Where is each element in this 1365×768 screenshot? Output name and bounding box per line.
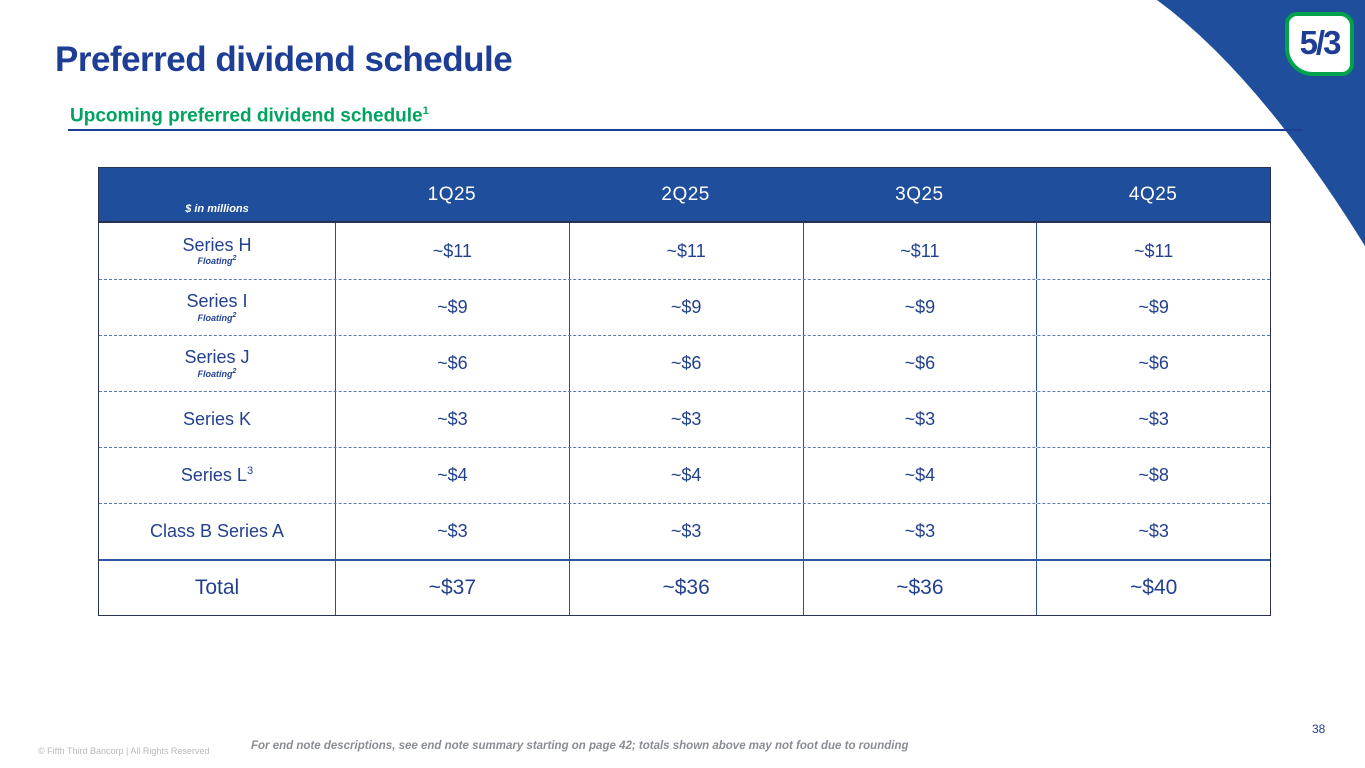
row-label: Series J <box>184 347 250 368</box>
cell-value: ~$9 <box>1036 280 1270 335</box>
cell-value: ~$3 <box>335 504 569 559</box>
row-label: Series I <box>186 291 248 312</box>
row-label-cell: Series J Floating2 <box>184 347 250 379</box>
row-label-cell: Class B Series A <box>99 504 335 559</box>
cell-value: ~$3 <box>802 392 1037 447</box>
cell-value: ~$3 <box>1036 392 1270 447</box>
cell-value: ~$6 <box>335 336 569 391</box>
column-header-2q25: 2Q25 <box>661 183 710 205</box>
cell-value: ~$3 <box>568 392 803 447</box>
page-number: 38 <box>1312 722 1326 736</box>
total-value: ~$36 <box>568 561 803 615</box>
table-row-class-b-series-a: Class B Series A ~$3 ~$3 ~$3 ~$3 <box>99 503 1270 559</box>
table-row-series-i: Series I Floating2 ~$9 ~$9 ~$9 ~$9 <box>99 279 1270 335</box>
total-value: ~$36 <box>802 561 1037 615</box>
table-row-series-j: Series J Floating2 ~$6 ~$6 ~$6 ~$6 <box>99 335 1270 391</box>
section-subtitle: Upcoming preferred dividend schedule1 <box>70 105 429 127</box>
cell-value: ~$4 <box>568 448 803 503</box>
row-label-cell: Series I Floating2 <box>186 291 248 323</box>
logo-53-glyph: 5/3 <box>1299 23 1342 61</box>
column-header-1q25: 1Q25 <box>427 183 477 205</box>
copyright-text: © Fifth Third Bancorp | All Rights Reser… <box>38 746 210 756</box>
row-label: Series L <box>180 465 247 486</box>
cell-value: ~$11 <box>568 223 803 279</box>
table-header-row: $ in millions 1Q25 2Q25 3Q25 4Q25 <box>99 168 1270 223</box>
total-label: Total <box>194 576 240 600</box>
subtitle-text: Upcoming preferred dividend schedule <box>70 105 423 127</box>
cell-value: ~$4 <box>335 448 569 503</box>
subtitle-underline <box>68 129 1303 131</box>
cell-value: ~$6 <box>568 336 803 391</box>
table-row-total: Total ~$37 ~$36 ~$36 ~$40 <box>99 559 1270 615</box>
row-sublabel: Floating <box>197 256 233 267</box>
table-row-series-k: Series K ~$3 ~$3 ~$3 ~$3 <box>99 391 1270 447</box>
cell-value: ~$9 <box>335 280 569 335</box>
row-label: Class B Series A <box>149 520 285 541</box>
column-header-3q25: 3Q25 <box>895 183 944 205</box>
units-label: $ in millions <box>185 203 249 215</box>
cell-value: ~$3 <box>802 504 1037 559</box>
subtitle-footnote-ref: 1 <box>422 105 429 117</box>
fifth-third-logo: 5/3 <box>1285 12 1354 76</box>
row-label-cell: Series K <box>99 392 335 447</box>
cell-value: ~$6 <box>802 336 1037 391</box>
cell-value: ~$9 <box>802 280 1037 335</box>
cell-value: ~$6 <box>1036 336 1270 391</box>
cell-value: ~$4 <box>802 448 1037 503</box>
row-label: Series H <box>182 234 252 255</box>
column-header-4q25: 4Q25 <box>1128 183 1178 205</box>
total-value: ~$40 <box>1036 561 1270 615</box>
cell-value: ~$11 <box>1036 223 1270 279</box>
row-label-cell: Series L3 <box>99 448 335 503</box>
table-row-series-h: Series H Floating2 ~$11 ~$11 ~$11 ~$11 <box>99 223 1270 279</box>
row-sublabel: Floating <box>197 312 233 323</box>
row-label: Series K <box>182 408 252 429</box>
cell-value: ~$3 <box>568 504 803 559</box>
row-label-cell: Series H Floating2 <box>182 234 252 267</box>
cell-value: ~$8 <box>1036 448 1270 503</box>
dividend-schedule-table: $ in millions 1Q25 2Q25 3Q25 4Q25 Series… <box>98 167 1271 616</box>
row-sublabel: Floating <box>197 368 233 379</box>
row-footnote-ref: 3 <box>246 465 254 478</box>
cell-value: ~$3 <box>1036 504 1270 559</box>
table-row-series-l: Series L3 ~$4 ~$4 ~$4 ~$8 <box>99 447 1270 503</box>
cell-value: ~$3 <box>335 392 569 447</box>
total-value: ~$37 <box>335 561 569 615</box>
cell-value: ~$9 <box>568 280 803 335</box>
row-label-cell: Total <box>99 561 335 615</box>
units-label-cell: $ in millions <box>99 168 335 221</box>
cell-value: ~$11 <box>335 223 569 279</box>
cell-value: ~$11 <box>802 223 1037 279</box>
page-title: Preferred dividend schedule <box>55 40 513 79</box>
endnote-text: For end note descriptions, see end note … <box>251 740 909 752</box>
